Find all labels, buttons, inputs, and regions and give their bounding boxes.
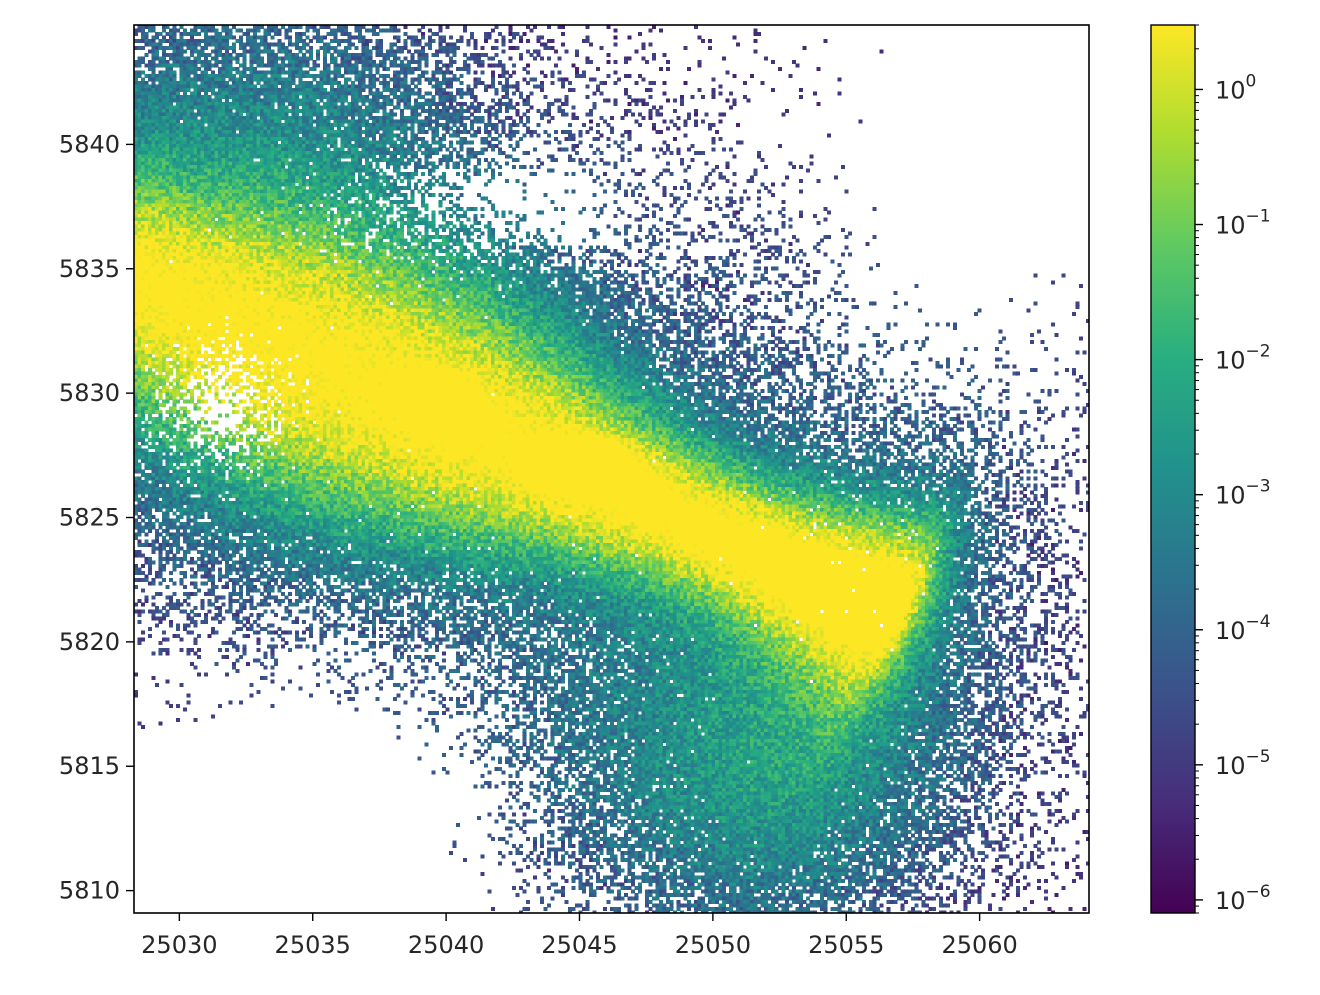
x-tick-label: 25030 <box>141 931 217 959</box>
colorbar-tick-label: 100 <box>1215 71 1256 104</box>
y-axis: 5810 5815 5820 5825 5830 5835 5840 <box>59 130 134 905</box>
colorbar-tick-label: 10−1 <box>1215 207 1271 240</box>
colorbar-axis: 10−6 10−5 10−4 10−3 10−2 10−1 100 <box>1195 24 1271 915</box>
x-tick-label: 25035 <box>275 931 351 959</box>
colorbar-tick-label: 10−2 <box>1215 342 1271 375</box>
colorbar-tick-label: 10−6 <box>1215 882 1271 915</box>
colorbar-tick-label: 10−3 <box>1215 477 1271 510</box>
y-tick-label: 5835 <box>59 255 120 283</box>
plot-frame <box>133 24 1090 914</box>
heatmap-raster <box>134 25 1089 913</box>
y-tick-label: 5815 <box>59 752 120 780</box>
colorbar <box>1150 24 1196 914</box>
x-tick-label: 25045 <box>541 931 617 959</box>
y-tick-label: 5825 <box>59 504 120 532</box>
x-tick-label: 25060 <box>941 931 1017 959</box>
x-tick-label: 25055 <box>808 931 884 959</box>
x-tick-label: 25050 <box>675 931 751 959</box>
y-tick-label: 5840 <box>59 130 120 158</box>
y-tick-label: 5810 <box>59 877 120 905</box>
colorbar-tick-label: 10−5 <box>1215 747 1271 780</box>
colorbar-tick-label: 10−4 <box>1215 612 1271 645</box>
x-tick-label: 25040 <box>408 931 484 959</box>
y-tick-label: 5820 <box>59 628 120 656</box>
y-tick-label: 5830 <box>59 379 120 407</box>
x-axis: 25030 25035 25040 25045 25050 25055 25060 <box>141 913 1018 959</box>
